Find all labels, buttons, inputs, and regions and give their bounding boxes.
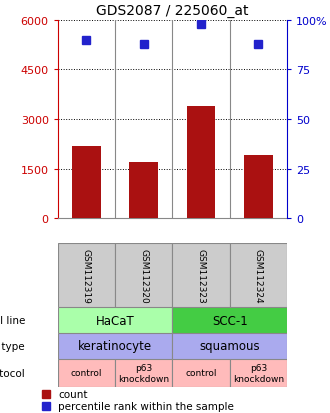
Bar [230, 359, 287, 387]
Bar [173, 359, 230, 387]
Bar [129, 163, 158, 219]
Text: count: count [58, 389, 88, 399]
Text: GSM112323: GSM112323 [197, 248, 206, 303]
Text: HaCaT: HaCaT [96, 314, 134, 327]
Text: cell type: cell type [0, 341, 25, 351]
Text: squamous: squamous [199, 339, 260, 353]
Bar [115, 244, 173, 308]
Bar [187, 107, 215, 219]
Bar [173, 244, 230, 308]
Text: control: control [185, 368, 217, 377]
Text: keratinocyte: keratinocyte [78, 339, 152, 353]
Bar [58, 244, 115, 308]
Text: GSM112319: GSM112319 [82, 248, 91, 303]
Bar [58, 308, 173, 333]
Title: GDS2087 / 225060_at: GDS2087 / 225060_at [96, 4, 249, 18]
Text: p63
knockdown: p63 knockdown [118, 363, 169, 382]
Bar [244, 156, 273, 219]
Text: percentile rank within the sample: percentile rank within the sample [58, 401, 234, 411]
Text: GSM112324: GSM112324 [254, 249, 263, 303]
Bar [58, 359, 115, 387]
Bar [173, 308, 287, 333]
Text: control: control [71, 368, 102, 377]
Bar [115, 359, 173, 387]
Text: GSM112320: GSM112320 [139, 248, 148, 303]
Text: cell line: cell line [0, 316, 25, 325]
Bar [230, 244, 287, 308]
Bar [58, 333, 173, 359]
Text: SCC-1: SCC-1 [212, 314, 248, 327]
Bar [72, 146, 101, 219]
Text: protocol: protocol [0, 368, 25, 378]
Text: p63
knockdown: p63 knockdown [233, 363, 284, 382]
Bar [173, 333, 287, 359]
